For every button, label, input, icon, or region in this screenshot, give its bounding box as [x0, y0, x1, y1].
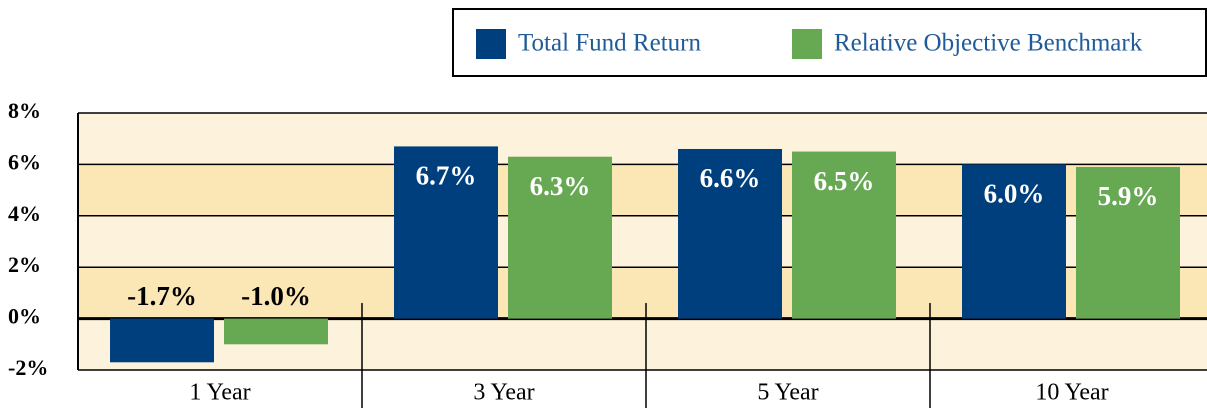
legend-label: Relative Objective Benchmark	[834, 30, 1143, 57]
y-tick-label: 6%	[8, 149, 41, 174]
x-tick-label: 3 Year	[473, 380, 534, 406]
y-tick-label: 2%	[8, 252, 41, 277]
bar	[394, 146, 498, 319]
data-label: 6.3%	[530, 171, 591, 201]
x-tick-label: 10 Year	[1035, 380, 1108, 406]
x-tick-label: 1 Year	[189, 380, 250, 406]
bar	[678, 148, 782, 319]
bar	[962, 164, 1066, 319]
y-tick-label: -2%	[8, 355, 48, 380]
legend-swatch	[476, 29, 506, 59]
bar	[224, 318, 328, 345]
plot-band	[78, 113, 1207, 165]
bar	[110, 318, 214, 363]
legend-label: Total Fund Return	[518, 30, 701, 57]
data-label: 5.9%	[1098, 181, 1159, 211]
x-tick-label: 5 Year	[757, 380, 818, 406]
y-tick-label: 8%	[8, 98, 41, 123]
y-tick-label: 4%	[8, 201, 41, 226]
data-label: -1.0%	[241, 281, 311, 311]
data-label: -1.7%	[127, 281, 197, 311]
bar	[792, 151, 896, 319]
bar	[1076, 166, 1180, 319]
bar	[508, 156, 612, 319]
data-label: 6.5%	[814, 166, 875, 196]
data-label: 6.6%	[700, 163, 761, 193]
legend-swatch	[792, 29, 822, 59]
legend-box	[452, 8, 1207, 77]
y-tick-label: 0%	[8, 304, 41, 329]
data-label: 6.0%	[984, 179, 1045, 209]
data-label: 6.7%	[416, 161, 477, 191]
